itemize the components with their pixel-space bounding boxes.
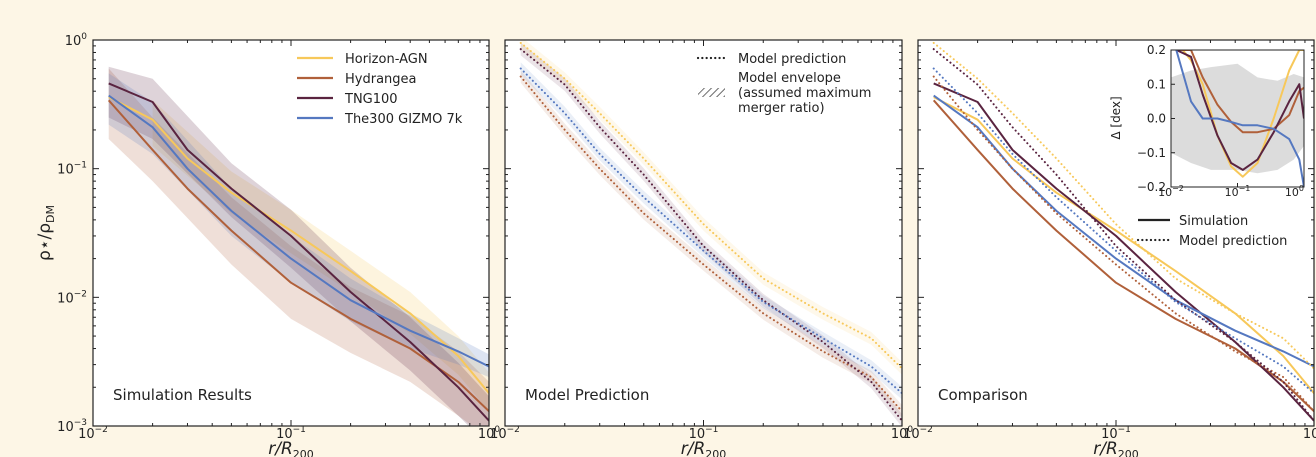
inset-series-the300-gizmo-7k bbox=[1175, 50, 1304, 187]
panel-comparison: 10−2 10−1 100 r/R200 Comparison Simulation Mod… bbox=[903, 39, 1316, 457]
legend-swatch-model-envelope bbox=[698, 88, 725, 97]
legend-label-model-prediction: Model prediction bbox=[738, 52, 846, 67]
x-axis-label: r/R200 bbox=[1093, 439, 1139, 457]
inset-content bbox=[1171, 50, 1304, 187]
legend: Model prediction Model envelope(assumed m… bbox=[696, 52, 871, 116]
x-tick-label: 10−2 bbox=[903, 425, 933, 442]
x-axis-label: r/R200 bbox=[268, 439, 314, 457]
panel-label: Simulation Results bbox=[113, 386, 252, 404]
y-axis-label-group: ρ⋆/ρDM bbox=[35, 205, 57, 261]
y-axis-label: ρ⋆/ρDM bbox=[35, 205, 57, 261]
ticks bbox=[917, 39, 1315, 427]
inset-series-horizon-agn bbox=[1176, 50, 1304, 178]
inset-y-tick-label: 0.2 bbox=[1147, 43, 1166, 57]
inset-x-tick-label: 10−1 bbox=[1225, 184, 1251, 199]
inset-y-tick-label: −0.2 bbox=[1137, 180, 1166, 194]
x-tick-label: 100 bbox=[891, 425, 914, 442]
x-tick-label: 10−2 bbox=[78, 425, 108, 442]
legend-label-model-envelope-line: merger ratio) bbox=[738, 101, 825, 116]
band-tng100 bbox=[108, 66, 489, 426]
panel-label: Comparison bbox=[938, 386, 1028, 404]
plot-content bbox=[519, 40, 902, 426]
panel-simulation-results: 10−2 10−1 10010010−110−210−3r/R200Simulati… bbox=[57, 32, 500, 457]
plot-content bbox=[107, 66, 489, 426]
plot-area bbox=[93, 40, 489, 426]
band-horizon-agn bbox=[152, 100, 489, 412]
y-tick-label: 10−1 bbox=[57, 161, 87, 178]
series-tng100-solid bbox=[108, 82, 489, 422]
y-tick-label: 10−2 bbox=[57, 289, 87, 306]
x-tick-label: 100 bbox=[1303, 425, 1316, 442]
envelope-tng100 bbox=[520, 42, 902, 426]
legend-label-horizon-agn: Horizon-AGN bbox=[345, 52, 428, 67]
series-the300-gizmo-7k-dotted bbox=[519, 67, 902, 395]
series-horizon-agn-dotted bbox=[932, 41, 1314, 370]
x-tick-label: 10−2 bbox=[490, 425, 520, 442]
x-axis-label: r/R200 bbox=[681, 439, 727, 457]
plot-content bbox=[932, 41, 1314, 422]
legend-label-hydrangea: Hydrangea bbox=[345, 72, 417, 87]
plot-area bbox=[505, 40, 902, 426]
series-hydrangea-solid bbox=[932, 99, 1314, 413]
panel-model-prediction: 10−2 10−1 100 r/R200 Model Prediction Model p… bbox=[490, 39, 914, 457]
series-horizon-agn-dotted bbox=[519, 41, 902, 370]
series-the300-gizmo-7k-solid bbox=[933, 94, 1314, 368]
series-tng100-dotted bbox=[932, 48, 1314, 422]
envelope-horizon-agn bbox=[520, 40, 902, 375]
legend-label-simulation: Simulation bbox=[1179, 214, 1248, 229]
legend-label-tng100: TNG100 bbox=[344, 92, 398, 107]
series-horizon-agn-solid bbox=[933, 96, 1314, 394]
inset-y-tick-label: −0.1 bbox=[1137, 146, 1166, 160]
inset-series-hydrangea bbox=[1176, 50, 1304, 134]
envelope-the300-gizmo-7k bbox=[520, 62, 902, 400]
series-the300-gizmo-7k-dotted bbox=[932, 67, 1314, 395]
series-tng100-solid bbox=[933, 82, 1314, 422]
inset-y-tick-label: 0.0 bbox=[1147, 112, 1166, 126]
ticks bbox=[504, 39, 903, 427]
legend: Simulation Model prediction bbox=[1136, 214, 1287, 249]
legend-label-model-envelope-line: Model envelope bbox=[738, 71, 841, 86]
x-tick-label: 10−1 bbox=[689, 425, 719, 442]
legend-label-model-envelope-line: (assumed maximum bbox=[738, 86, 871, 101]
x-tick-label: 10−1 bbox=[276, 425, 306, 442]
legend: Horizon-AGN Hydrangea TNG100 The300 GIZMO 7… bbox=[297, 52, 463, 127]
series-horizon-agn-solid bbox=[108, 96, 489, 394]
inset-series-tng100 bbox=[1175, 50, 1304, 171]
series-hydrangea-solid bbox=[107, 99, 489, 413]
ticks bbox=[92, 39, 490, 427]
x-tick-label: 100 bbox=[478, 425, 501, 442]
series-the300-gizmo-7k-solid bbox=[108, 94, 489, 368]
inset-y-tick-label: 0.1 bbox=[1147, 77, 1166, 91]
inset-x-tick-label: 100 bbox=[1285, 184, 1304, 199]
band-hydrangea bbox=[108, 68, 489, 426]
series-tng100-dotted bbox=[519, 48, 902, 422]
x-tick-label: 10−1 bbox=[1101, 425, 1131, 442]
inset-x-tick-label: 10−2 bbox=[1158, 184, 1184, 199]
legend-label-the300-gizmo-7k: The300 GIZMO 7k bbox=[344, 112, 463, 127]
inset: 0.2 0.1 0.0 −0.1 −0.210−2 10−1 100 Δ [dex] bbox=[1109, 43, 1305, 199]
panel-label: Model Prediction bbox=[525, 386, 649, 404]
legend-label-model-prediction: Model prediction bbox=[1179, 234, 1287, 249]
inset-y-axis-label: Δ [dex] bbox=[1109, 96, 1123, 139]
y-tick-label: 100 bbox=[65, 32, 88, 49]
band-the300-gizmo-7k bbox=[108, 73, 489, 378]
y-tick-label: 10−3 bbox=[57, 418, 87, 435]
